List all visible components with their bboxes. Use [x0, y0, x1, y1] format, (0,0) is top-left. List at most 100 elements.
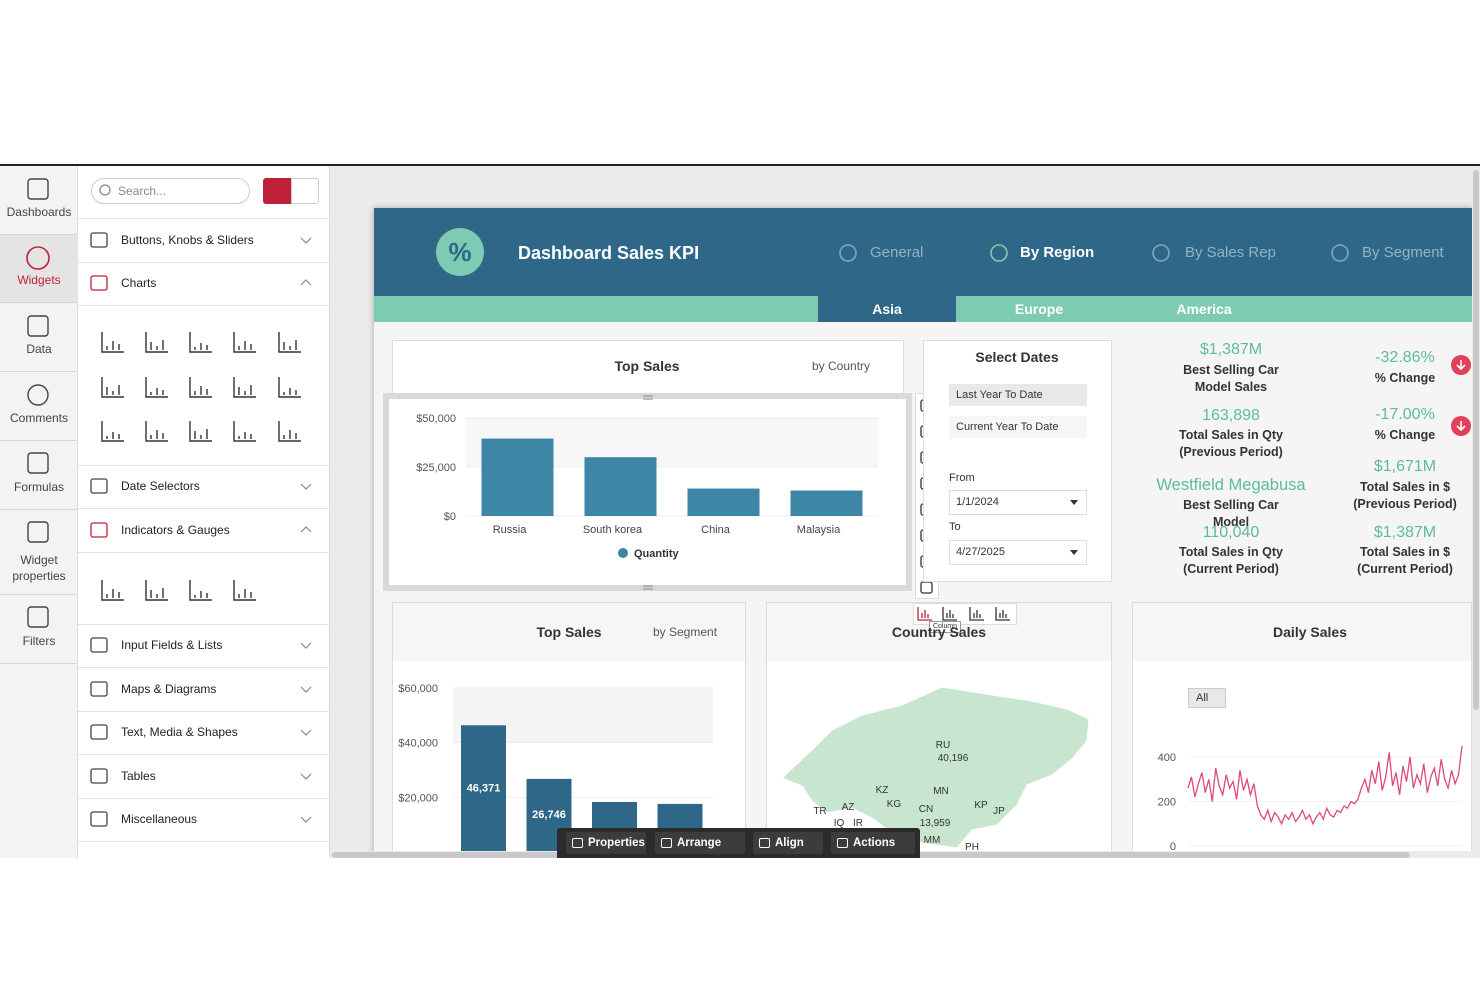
scrollbar-v	[1473, 170, 1479, 710]
widget-icon	[189, 332, 212, 353]
chevron	[300, 279, 312, 286]
card-subtitle: by Country	[812, 359, 871, 373]
nav-icon	[839, 244, 857, 262]
tab[interactable]: Asia	[872, 301, 902, 317]
chevron	[300, 642, 312, 649]
widget-group[interactable]: Input Fields & Lists	[121, 638, 223, 652]
widget-icon	[278, 421, 301, 442]
field-label: From	[949, 472, 975, 484]
widget-icon	[189, 580, 212, 601]
widget-icon	[145, 332, 168, 353]
widget-icon	[233, 332, 256, 353]
separator	[78, 841, 330, 842]
kpi-label: Total Sales in $ (Previous Period)	[1353, 480, 1457, 511]
tab[interactable]: Europe	[1014, 301, 1064, 317]
graphic	[1451, 355, 1471, 436]
separator	[78, 667, 330, 668]
widget-group[interactable]: Buttons, Knobs & Sliders	[121, 233, 254, 247]
group-icon	[90, 275, 108, 291]
widget-group[interactable]: Date Selectors	[121, 479, 200, 493]
kpi-label: % Change	[1374, 371, 1436, 385]
sidebar-item[interactable]: Comments	[9, 411, 68, 425]
widget-group[interactable]: Tables	[121, 769, 156, 783]
nav-item[interactable]: By Region	[1020, 244, 1095, 261]
line-series	[1187, 745, 1463, 826]
sidebar-item[interactable]: Widget properties	[12, 553, 66, 583]
nav-item[interactable]: By Sales Rep	[1185, 244, 1276, 261]
separator	[0, 440, 78, 441]
card-header	[1133, 603, 1471, 661]
icon	[27, 384, 49, 406]
date-input[interactable]	[949, 540, 1087, 565]
sidebar-item[interactable]: Formulas	[13, 480, 64, 494]
y-tick-label: 0	[1170, 841, 1176, 851]
kpi-label: Total Sales in Qty (Current Period)	[1179, 545, 1283, 576]
widget-icon	[101, 421, 124, 442]
group-icon	[90, 768, 108, 784]
card-subtitle: by Segment	[653, 625, 718, 639]
separator	[78, 711, 330, 712]
chevron	[300, 526, 312, 533]
nav-icon	[1152, 244, 1170, 262]
filter-dropdown[interactable]: All	[1188, 688, 1226, 708]
map-label: TR	[813, 806, 826, 817]
date-input[interactable]	[949, 490, 1087, 515]
map-label: KG	[887, 799, 902, 810]
card-title: Daily Sales	[1273, 624, 1347, 640]
view-button[interactable]	[291, 178, 319, 204]
graphic	[1070, 500, 1078, 555]
widget-icon	[233, 377, 256, 398]
logo-glyph: %	[448, 237, 471, 267]
action-icon	[661, 838, 672, 848]
separator	[78, 624, 330, 625]
widget-group[interactable]: Miscellaneous	[121, 812, 198, 826]
widget-icon	[278, 377, 301, 398]
action-label: Arrange	[677, 837, 722, 849]
map-region	[781, 686, 1090, 849]
date-option[interactable]: Current Year To Date	[956, 421, 1059, 433]
icon	[27, 315, 49, 337]
map-label: KZ	[876, 785, 889, 796]
sidebar-item[interactable]: Widgets	[17, 273, 61, 287]
kpi-label: Total Sales in Qty (Previous Period)	[1179, 428, 1283, 459]
bar	[790, 490, 863, 516]
view-button[interactable]	[263, 178, 291, 204]
action-label: Properties	[588, 837, 645, 849]
x-tick-label: South korea	[583, 524, 643, 536]
group-icon	[90, 637, 108, 653]
action-icon	[837, 838, 848, 848]
action-button[interactable]	[831, 832, 915, 854]
graphic	[917, 607, 1010, 621]
action-button[interactable]	[753, 832, 823, 854]
nav-item[interactable]: By Segment	[1362, 244, 1444, 261]
legend-label: Quantity	[634, 548, 679, 560]
chevron	[300, 729, 312, 736]
action-button[interactable]	[655, 832, 745, 854]
nav-icon	[1331, 244, 1349, 262]
tab[interactable]: America	[1176, 301, 1232, 317]
separator	[78, 754, 330, 755]
widget-group[interactable]: Indicators & Gauges	[121, 523, 230, 537]
chevron	[300, 237, 312, 244]
widget-icon	[145, 421, 168, 442]
widget-group[interactable]: Text, Media & Shapes	[121, 725, 238, 739]
nav-item[interactable]: General	[870, 244, 924, 261]
action-label: Align	[775, 837, 804, 849]
group-icon	[90, 522, 108, 538]
sidebar-item[interactable]: Dashboards	[6, 205, 72, 219]
date-option[interactable]: Last Year To Date	[956, 389, 1043, 401]
chevron	[300, 773, 312, 780]
widget-group[interactable]: Charts	[121, 276, 157, 290]
group-icon	[90, 478, 108, 494]
map-label: CN	[919, 804, 933, 815]
down-arrow	[1456, 421, 1466, 432]
field-label: To	[949, 521, 961, 533]
map-label: MN	[933, 786, 949, 797]
widget-icon	[278, 332, 301, 353]
action-button[interactable]	[566, 832, 646, 854]
chart-type-bar	[913, 603, 1017, 625]
widget-group[interactable]: Maps & Diagrams	[121, 682, 217, 696]
map-label: KP	[974, 800, 988, 811]
sidebar-item[interactable]: Filters	[22, 634, 56, 648]
sidebar-item[interactable]: Data	[26, 342, 52, 356]
